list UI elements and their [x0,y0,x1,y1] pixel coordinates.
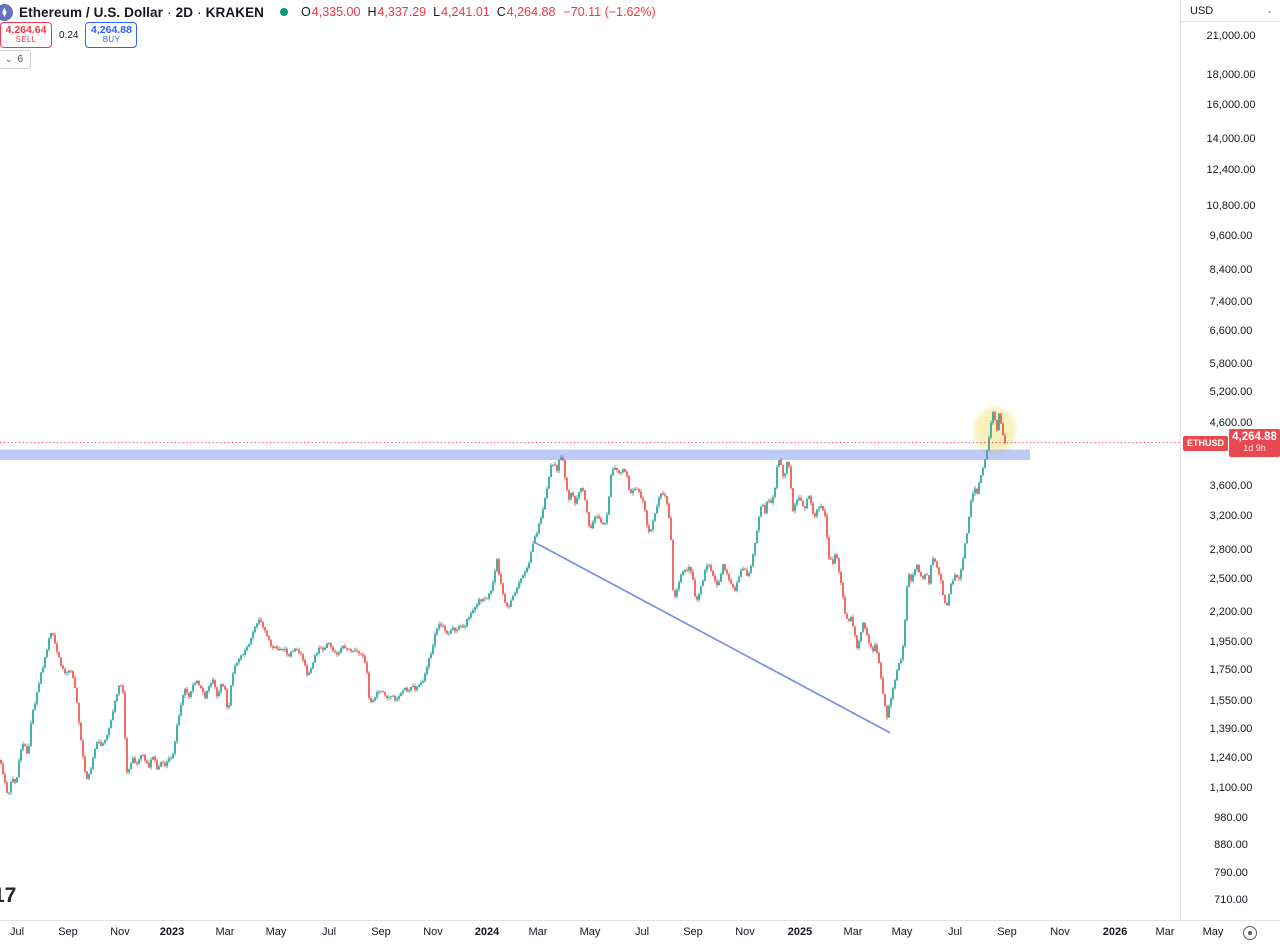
y-axis-tick: 4,600.00 [1209,417,1253,430]
x-axis-tick: Mar [843,926,863,938]
close-label: C [496,5,506,19]
low-value: 4,241.01 [441,5,490,19]
chevron-down-icon: ⌄ [1266,6,1273,15]
buy-price: 4,264.88 [91,23,132,36]
high-label: H [367,5,377,19]
x-axis-tick: Nov [1050,926,1070,938]
supply-zone-band[interactable] [0,449,1030,460]
x-axis-year-tick: 2025 [787,926,813,938]
high-value: 4,337.29 [377,5,427,19]
low-label: L [433,5,441,19]
clipped-watermark-text: 17 [0,884,17,907]
symbol-legend: ⧫ Ethereum / U.S. Dollar · 2D · KRAKEN O 4,3… [0,3,656,21]
x-axis-tick: May [265,926,287,938]
symbol-name: Ethereum / U.S. Dollar [19,4,163,20]
symbol-interval: 2D [175,4,194,20]
buy-button[interactable]: 4,264.88 BUY [85,22,138,48]
y-axis-tick: 1,950.00 [1209,636,1253,649]
symbol-exchange: KRAKEN [205,4,265,20]
x-axis-tick: Sep [58,926,78,938]
x-axis-year-tick: 2024 [474,926,500,938]
drawings-count: 6 [17,54,24,65]
x-axis-tick: Sep [683,926,703,938]
x-axis-tick: Jul [947,926,963,938]
sell-button[interactable]: 4,264.64 SELL [0,22,52,48]
x-axis-tick: Sep [997,926,1017,938]
x-axis-tick: May [891,926,913,938]
x-axis-tick: Jul [9,926,25,938]
y-axis-tick: 980.00 [1214,811,1248,824]
trendline[interactable] [532,540,891,734]
y-axis-tick: 1,550.00 [1209,694,1253,707]
y-axis-tick: 18,000.00 [1206,69,1256,82]
chart-canvas[interactable] [0,0,1180,920]
market-status-icon [280,8,289,16]
x-axis-tick: May [579,926,601,938]
x-axis-tick: Mar [1155,926,1175,938]
x-axis-tick: Sep [371,926,391,938]
x-axis-tick: Nov [423,926,443,938]
y-axis-tick: 16,000.00 [1206,99,1256,112]
x-axis-tick: Nov [735,926,755,938]
y-axis-tick: 1,240.00 [1209,751,1253,764]
y-axis-tick: 10,800.00 [1206,199,1256,212]
price-label-box: 4,264.88 1d 9h [1229,428,1280,457]
y-axis-tick: 14,000.00 [1206,133,1256,146]
y-axis-tick: 880.00 [1214,839,1248,852]
y-axis-tick: 1,750.00 [1209,663,1253,676]
time-axis[interactable]: Jul Sep Nov 2023 Mar May Jul Sep Nov 2024 Mar May Ju… [0,920,1280,945]
x-axis-tick: Jul [321,926,337,938]
candlestick-series [0,410,1006,796]
sell-label: SELL [15,35,37,45]
y-axis-tick: 3,600.00 [1209,479,1253,492]
ethereum-logo-icon: ⧫ [0,3,13,21]
title-separator: · [166,4,172,20]
y-axis-tick: 6,600.00 [1209,325,1253,338]
open-value: 4,335.00 [311,5,361,19]
chevron-down-icon: ⌄ [5,54,13,64]
currency-selector[interactable]: USD ⌄ [1181,0,1280,22]
x-axis-year-tick: 2023 [159,926,185,938]
y-axis-tick: 7,400.00 [1209,296,1253,309]
y-axis-tick: 2,200.00 [1209,605,1253,618]
y-axis-tick: 21,000.00 [1206,30,1256,42]
order-panel: 4,264.64 SELL 0.24 4,264.88 BUY [0,22,138,48]
y-axis-tick: 9,600.00 [1209,229,1253,242]
price-label-symbol: ETHUSD [1183,435,1228,451]
y-axis-tick: 12,400.00 [1206,164,1256,177]
buy-label: BUY [102,35,121,45]
y-axis-tick: 8,400.00 [1209,263,1253,276]
y-axis-tick: 710.00 [1214,894,1248,906]
x-axis-tick: Mar [528,926,548,938]
y-axis-tick: 2,800.00 [1209,543,1253,556]
symbol-title[interactable]: Ethereum / U.S. Dollar · 2D · KRAKEN [19,5,264,20]
drawings-count-chip[interactable]: ⌄ 6 [0,50,32,69]
close-value: 4,264.88 [506,5,556,19]
sell-price: 4,264.64 [5,23,47,36]
ohlc-values: O 4,335.00 H 4,337.29 L 4,241.01 C 4,264… [301,5,656,19]
x-axis-tick: May [1202,926,1224,938]
y-axis-tick: 5,200.00 [1209,386,1253,399]
y-axis-tick: 1,390.00 [1209,722,1253,735]
x-axis-tick: Nov [110,926,130,938]
target-icon[interactable] [1243,926,1257,940]
price-axis[interactable]: USD ⌄ 21,000.00 18,000.00 16,000.00 14,000.… [1180,0,1280,920]
x-axis-tick: Jul [634,926,650,938]
currency-label: USD [1190,4,1214,17]
change-value: −70.11 (−1.62%) [563,5,656,19]
x-axis-year-tick: 2026 [1102,926,1128,938]
bar-countdown: 1d 9h [1243,442,1266,453]
current-price-label[interactable]: ETHUSD 4,264.88 1d 9h [1181,428,1280,457]
y-axis-tick: 5,800.00 [1209,358,1253,371]
open-label: O [301,5,311,19]
y-axis-tick: 3,200.00 [1209,509,1253,522]
y-axis-tick: 1,100.00 [1209,782,1253,795]
y-axis-tick: 2,500.00 [1209,572,1253,585]
x-axis-tick: Mar [215,926,235,938]
price-label-value: 4,264.88 [1232,430,1277,443]
title-separator: · [197,4,202,20]
spread-value: 0.24 [59,29,79,41]
y-axis-tick: 790.00 [1214,866,1248,879]
